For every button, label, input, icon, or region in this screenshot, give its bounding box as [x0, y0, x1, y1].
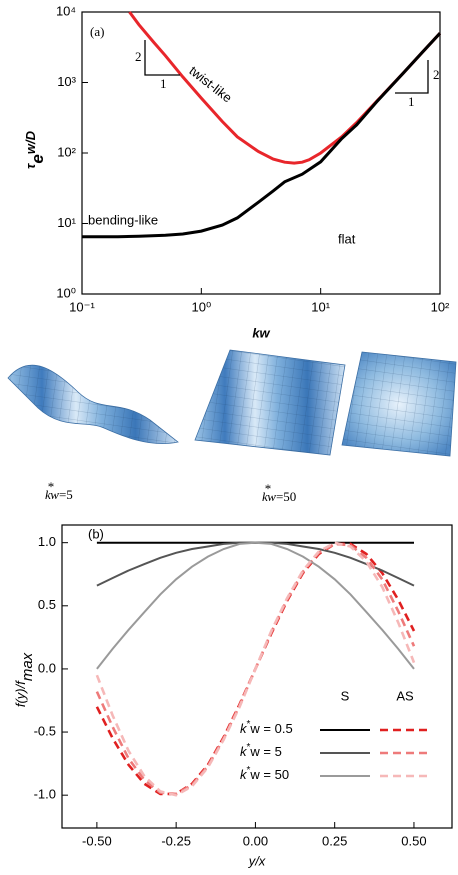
surface-square-1-grid	[195, 350, 345, 455]
y-tick-label: 10³	[57, 74, 76, 89]
surface-label: k* w=50	[262, 481, 296, 504]
slope-triangle	[144, 40, 180, 76]
y-tick-label: 10⁴	[56, 3, 76, 18]
legend-star: *	[247, 719, 251, 730]
annotation: flat	[338, 231, 356, 246]
x-tick-label: 10⁻¹	[69, 299, 95, 314]
x-tick-label: -0.50	[82, 833, 112, 848]
legend-k: k	[240, 767, 248, 782]
x-axis-label: kw	[252, 325, 270, 340]
annotation: 2	[135, 49, 142, 64]
legend-header: AS	[396, 688, 414, 703]
label-k: k	[262, 489, 268, 504]
x-tick-label: 0.50	[401, 833, 426, 848]
surface-label: k* w=5	[45, 479, 73, 502]
legend-rest: w = 0.5	[249, 721, 292, 736]
legend-k: k	[240, 744, 248, 759]
y-label-subscript: max	[19, 652, 36, 681]
x-tick-label: 0.25	[322, 833, 347, 848]
legend-star: *	[247, 765, 251, 776]
legend-header: S	[341, 688, 350, 703]
legend-label: k*w = 50	[240, 765, 289, 783]
annotation: 2	[433, 67, 440, 82]
y-label-main: f(y)/f	[13, 680, 28, 707]
annotation: bending-like	[88, 212, 158, 227]
surface-wavy-grid	[8, 365, 178, 444]
label-star: *	[48, 479, 55, 494]
surface-images	[7, 349, 457, 457]
label-w: w	[267, 489, 276, 504]
legend-label: k*w = 5	[240, 742, 282, 760]
curve-as	[95, 541, 416, 797]
panel-label: (a)	[90, 24, 104, 39]
y-label-subscript: e	[28, 154, 47, 163]
plot-frame	[61, 524, 453, 829]
y-tick-label: 1.0	[38, 534, 56, 549]
legend-label: k*w = 0.5	[240, 719, 293, 737]
legend-k: k	[240, 721, 248, 736]
curve-s	[96, 541, 415, 587]
legend-rest: w = 50	[249, 767, 289, 782]
annotation: 1	[160, 76, 167, 91]
label-star: *	[265, 481, 272, 496]
y-tick-label: -1.0	[34, 787, 56, 802]
curve	[128, 11, 442, 165]
x-tick-label: 10⁰	[191, 299, 211, 314]
label-k: k	[45, 487, 51, 502]
y-tick-label: 0.5	[38, 597, 56, 612]
y-tick-label: -0.5	[34, 723, 56, 738]
x-tick-label: -0.25	[161, 833, 191, 848]
y-axis-label: τew/D	[23, 130, 47, 169]
y-tick-label: 0.0	[38, 660, 56, 675]
annotation: 1	[408, 94, 415, 109]
curve	[82, 32, 442, 239]
y-label-symbol: τ	[23, 163, 38, 169]
label-value: =50	[276, 489, 296, 504]
curve-s	[96, 541, 415, 670]
x-axis-label: y/x	[248, 853, 266, 868]
x-tick-label: 10²	[431, 299, 450, 314]
y-tick-label: 10²	[57, 144, 76, 159]
surface-square-2-grid	[342, 352, 456, 456]
label-w: w	[50, 487, 59, 502]
legend-star: *	[247, 742, 251, 753]
y-tick-label: 10¹	[57, 215, 76, 230]
x-tick-label: 0.00	[243, 833, 268, 848]
label-value: =5	[59, 487, 73, 502]
slope-triangle	[395, 60, 429, 94]
legend-rest: w = 5	[249, 744, 281, 759]
y-label-rest: w/D	[23, 130, 38, 154]
annotation: twist-like	[186, 63, 235, 106]
x-tick-label: 10¹	[311, 299, 330, 314]
y-tick-label: 10⁰	[56, 285, 76, 300]
y-axis-label: f(y)/fmax	[13, 652, 36, 707]
panel-label: (b)	[88, 526, 104, 541]
